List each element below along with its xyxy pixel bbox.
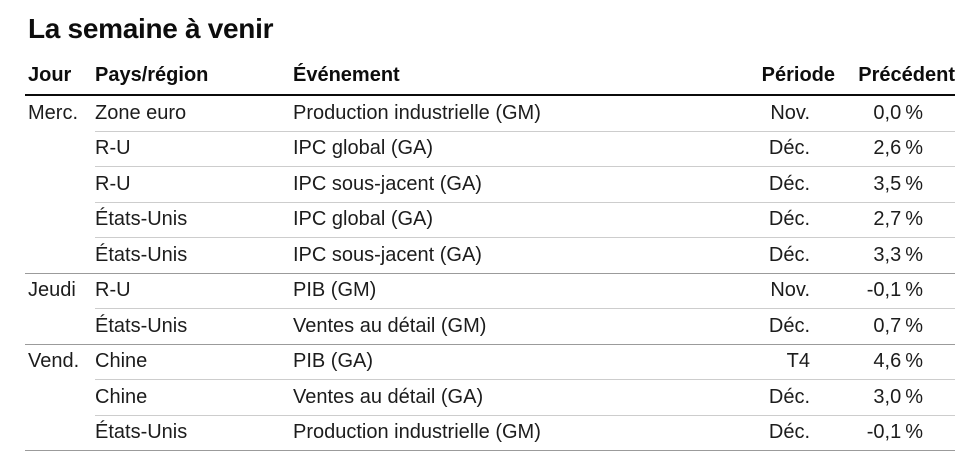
page-title: La semaine à venir — [28, 13, 274, 44]
cell-precedent: 0,0 % — [835, 95, 955, 132]
cell-periode: Déc. — [718, 131, 835, 167]
cell-jour — [25, 131, 95, 167]
cell-evenement: Production industrielle (GM) — [293, 415, 718, 451]
cell-pays: Zone euro — [95, 95, 293, 132]
cell-periode: Déc. — [718, 202, 835, 238]
table-row: R-U IPC global (GA) Déc. 2,6 % — [25, 131, 955, 167]
col-header-precedent: Précédent — [835, 55, 955, 96]
cell-pays: Chine — [95, 344, 293, 380]
cell-periode: Déc. — [718, 308, 835, 345]
table-row: Merc. Zone euro Production industrielle (G… — [25, 95, 955, 132]
cell-jour — [25, 237, 95, 274]
cell-pays: États-Unis — [95, 237, 293, 274]
table-row: États-Unis IPC global (GA) Déc. 2,7 % — [25, 202, 955, 238]
table-body: Merc. Zone euro Production industrielle (G… — [25, 95, 955, 451]
cell-precedent: -0,1 % — [835, 273, 955, 309]
weekly-calendar: La semaine à venir Jour Pays/région Évén… — [25, 13, 955, 451]
cell-evenement: IPC global (GA) — [293, 131, 718, 167]
cell-precedent: -0,1 % — [835, 415, 955, 451]
cell-evenement: IPC sous-jacent (GA) — [293, 166, 718, 203]
table-row: États-Unis Ventes au détail (GM) Déc. 0,7 % — [25, 308, 955, 345]
cell-jour — [25, 167, 95, 203]
cell-jour — [25, 380, 95, 416]
cell-jour — [25, 308, 95, 345]
cell-precedent: 2,6 % — [835, 131, 955, 167]
col-header-evenement: Événement — [293, 55, 718, 96]
cell-evenement: IPC global (GA) — [293, 202, 718, 238]
col-header-periode: Période — [718, 55, 835, 96]
cell-precedent: 4,6 % — [835, 344, 955, 380]
col-header-jour: Jour — [25, 55, 95, 96]
cell-periode: Nov. — [718, 273, 835, 309]
cell-precedent: 2,7 % — [835, 202, 955, 238]
cell-periode: Nov. — [718, 95, 835, 132]
table-row: Chine Ventes au détail (GA) Déc. 3,0 % — [25, 379, 955, 416]
cell-evenement: PIB (GM) — [293, 273, 718, 309]
cell-evenement: Ventes au détail (GA) — [293, 379, 718, 416]
cell-pays: Chine — [95, 379, 293, 416]
economic-events-table: Jour Pays/région Événement Période Précé… — [25, 55, 955, 451]
cell-pays: États-Unis — [95, 415, 293, 451]
cell-jour — [25, 415, 95, 451]
cell-jour: Merc. — [28, 101, 78, 124]
cell-precedent: 3,5 % — [835, 166, 955, 203]
cell-pays: R-U — [95, 273, 293, 309]
cell-precedent: 0,7 % — [835, 308, 955, 345]
cell-pays: États-Unis — [95, 308, 293, 345]
cell-precedent: 3,0 % — [835, 379, 955, 416]
cell-periode: Déc. — [718, 166, 835, 203]
cell-evenement: PIB (GA) — [293, 344, 718, 380]
table-row: États-Unis IPC sous-jacent (GA) Déc. 3,3 % — [25, 237, 955, 274]
cell-pays: R-U — [95, 166, 293, 203]
table-row: R-U IPC sous-jacent (GA) Déc. 3,5 % — [25, 166, 955, 203]
col-header-pays: Pays/région — [95, 55, 293, 96]
table-row: États-Unis Production industrielle (GM) Dé… — [25, 415, 955, 451]
cell-jour — [25, 202, 95, 238]
table-header-row: Jour Pays/région Événement Période Précé… — [25, 55, 955, 96]
table-row: Jeudi R-U PIB (GM) Nov. -0,1 % — [25, 273, 955, 309]
cell-pays: États-Unis — [95, 202, 293, 238]
cell-periode: Déc. — [718, 415, 835, 451]
cell-evenement: IPC sous-jacent (GA) — [293, 237, 718, 274]
cell-jour: Jeudi — [28, 279, 76, 302]
cell-periode: Déc. — [718, 379, 835, 416]
cell-evenement: Production industrielle (GM) — [293, 95, 718, 132]
cell-precedent: 3,3 % — [835, 237, 955, 274]
cell-jour: Vend. — [28, 350, 80, 373]
cell-pays: R-U — [95, 131, 293, 167]
cell-periode: T4 — [718, 344, 835, 380]
cell-periode: Déc. — [718, 237, 835, 274]
cell-evenement: Ventes au détail (GM) — [293, 308, 718, 345]
table-row: Vend. Chine PIB (GA) T4 4,6 % — [25, 344, 955, 380]
